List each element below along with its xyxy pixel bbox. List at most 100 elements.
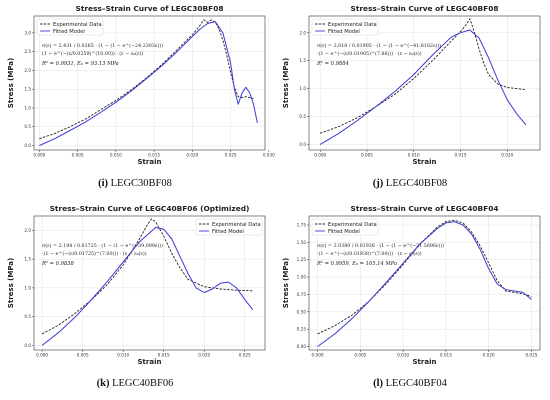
x-tick-label: 0.015 [158,353,170,358]
plot-frame [308,15,541,151]
chart-title: Stress–Strain Curve of LEGC30BF08 [76,4,224,13]
legend-label: Fitted Model [53,29,85,35]
legend-label: Fitted Model [212,229,244,235]
x-tick-label: 0.025 [525,353,537,358]
caption-text: LEGC40BF06 [112,378,174,389]
chart-svg-i: Stress–Strain Curve of LEGC30BF08 0.000 0.… [7,4,275,165]
legend-box [195,218,263,236]
x-tick-label: 0.015 [440,353,452,358]
formula-line: ·(1 − e^(−(ε/0.01725)^(7.00))) · (ε − ε₀… [42,250,147,257]
legend-label: Fitted Model [328,229,360,235]
legend-label: Experimental Data [328,22,377,28]
formula-line: σ(ε) = 2.431 / 0.0265 · (1 − (1 − e^(−24… [42,42,163,49]
legend-box [311,218,379,236]
y-tick-label: 0.0 [24,343,31,348]
caption-text: LEGC30BF08 [110,178,172,189]
y-tick-label: 1.5 [24,87,31,92]
x-tick-label: 0.025 [239,353,251,358]
chart-panel-k: Stress–Strain Curve of LEGC40BF06 (Optim… [0,200,275,365]
legend-box [311,18,379,36]
formula-line: (1 − e^(−(ε/0.0259)^(10.00)) · (ε − ε₀(ε… [42,50,143,57]
formula-line: ·(1 − e^(−(ε/0.01938)^(7.00))) · (ε − ε₀… [317,250,422,257]
x-tick-label: 0.000 [33,153,45,158]
caption-k: (k) LEGC40BF06 [0,378,270,389]
chart-svg-j: Stress–Strain Curve of LEGC40BF08 0.000 0.… [282,4,541,165]
y-tick-label: 1.25 [297,257,307,262]
x-tick-label: 0.005 [77,353,89,358]
caption-i: (i) LEGC30BF08 [0,178,270,189]
x-tick-label: 0.010 [397,353,409,358]
y-tick-label: 1.5 [299,58,306,63]
chart-title: Stress–Strain Curve of LEGC40BF06 (Optim… [50,204,250,213]
y-tick-label: 1.0 [299,86,306,91]
series-line-fitted [319,29,527,145]
y-tick-label: 1.5 [24,257,31,262]
y-tick-label: 0.50 [297,309,307,314]
y-tick-label: 0.00 [297,344,307,349]
plot-frame [308,215,541,351]
x-tick-label: 0.030 [263,153,275,158]
chart-title: Stress–Strain Curve of LEGC40BF08 [351,4,499,13]
legend-label: Experimental Data [212,222,261,228]
y-tick-label: 0.25 [297,327,307,332]
caption-letter: (j) [372,178,384,189]
chart-title: Stress–Strain Curve of LEGC40BF04 [351,204,499,213]
series-line-experimental [320,18,527,134]
x-axis-label: Strain [138,358,162,365]
formula-line: σ(ε) = 2.0380 / 0.01938 · (1 − (1 − e^(−… [317,242,444,249]
y-tick-label: 2.0 [299,30,306,35]
caption-letter: (k) [96,378,110,389]
y-tick-label: 1.50 [297,240,307,245]
formula-line: ·(1 − e^(−(ε/0.01905)^(7.86))) · (ε − ε₀… [317,50,422,57]
series-line-experimental [39,19,254,140]
series-line-experimental [41,218,253,335]
y-tick-label: 2.0 [24,68,31,73]
series-line-fitted [317,221,532,347]
x-axis-label: Strain [138,158,162,165]
caption-l: (l) LEGC40BF04 [275,378,545,389]
y-tick-label: 0.0 [299,142,306,147]
x-tick-label: 0.010 [110,153,122,158]
x-tick-label: 0.015 [455,153,467,158]
metric-line: R² = 0.9884 [316,61,349,67]
x-axis-label: Strain [413,358,437,365]
metric-line: R² = 0.9838 [41,261,74,267]
chart-panel-i: Stress–Strain Curve of LEGC30BF08 0.000 0.… [0,0,275,165]
y-tick-label: 1.00 [297,275,307,280]
x-tick-label: 0.000 [36,353,48,358]
x-tick-label: 0.005 [354,353,366,358]
y-axis-label: Stress (MPa) [282,258,290,308]
chart-panel-j: Stress–Strain Curve of LEGC40BF08 0.000 0.… [275,0,550,165]
caption-text: LEGC40BF08 [385,178,448,189]
chart-svg-k: Stress–Strain Curve of LEGC40BF06 (Optim… [7,204,266,365]
y-tick-label: 0.5 [24,314,31,319]
x-tick-label: 0.025 [225,153,237,158]
legend-label: Experimental Data [328,222,377,228]
formula-line: σ(ε) = 2.194 / 0.01725 · (1 − (1 − e^(−3… [42,242,163,249]
y-tick-label: 1.0 [24,285,31,290]
y-tick-label: 3.0 [24,30,31,35]
x-tick-label: 0.000 [314,153,326,158]
x-tick-label: 0.000 [312,353,324,358]
chart-svg-l: Stress–Strain Curve of LEGC40BF04 0.000 0.… [282,204,541,365]
legend-box [36,18,104,36]
y-tick-label: 2.0 [24,228,31,233]
caption-letter: (l) [373,378,384,389]
legend-label: Experimental Data [53,22,102,28]
caption-letter: (i) [98,178,109,189]
y-tick-label: 2.5 [24,49,31,54]
x-tick-label: 0.010 [408,153,420,158]
x-tick-label: 0.020 [501,153,513,158]
series-line-fitted [41,227,254,346]
y-tick-label: 1.0 [24,105,31,110]
x-tick-label: 0.020 [198,353,210,358]
x-tick-label: 0.005 [72,153,84,158]
x-tick-label: 0.010 [117,353,129,358]
y-axis-label: Stress (MPa) [282,58,290,108]
y-tick-label: 0.5 [24,124,31,129]
x-tick-label: 0.020 [483,353,495,358]
x-tick-label: 0.015 [148,153,160,158]
chart-panel-l: Stress–Strain Curve of LEGC40BF04 0.000 0.… [275,200,550,365]
x-axis-label: Strain [413,158,437,165]
x-tick-label: 0.005 [361,153,373,158]
